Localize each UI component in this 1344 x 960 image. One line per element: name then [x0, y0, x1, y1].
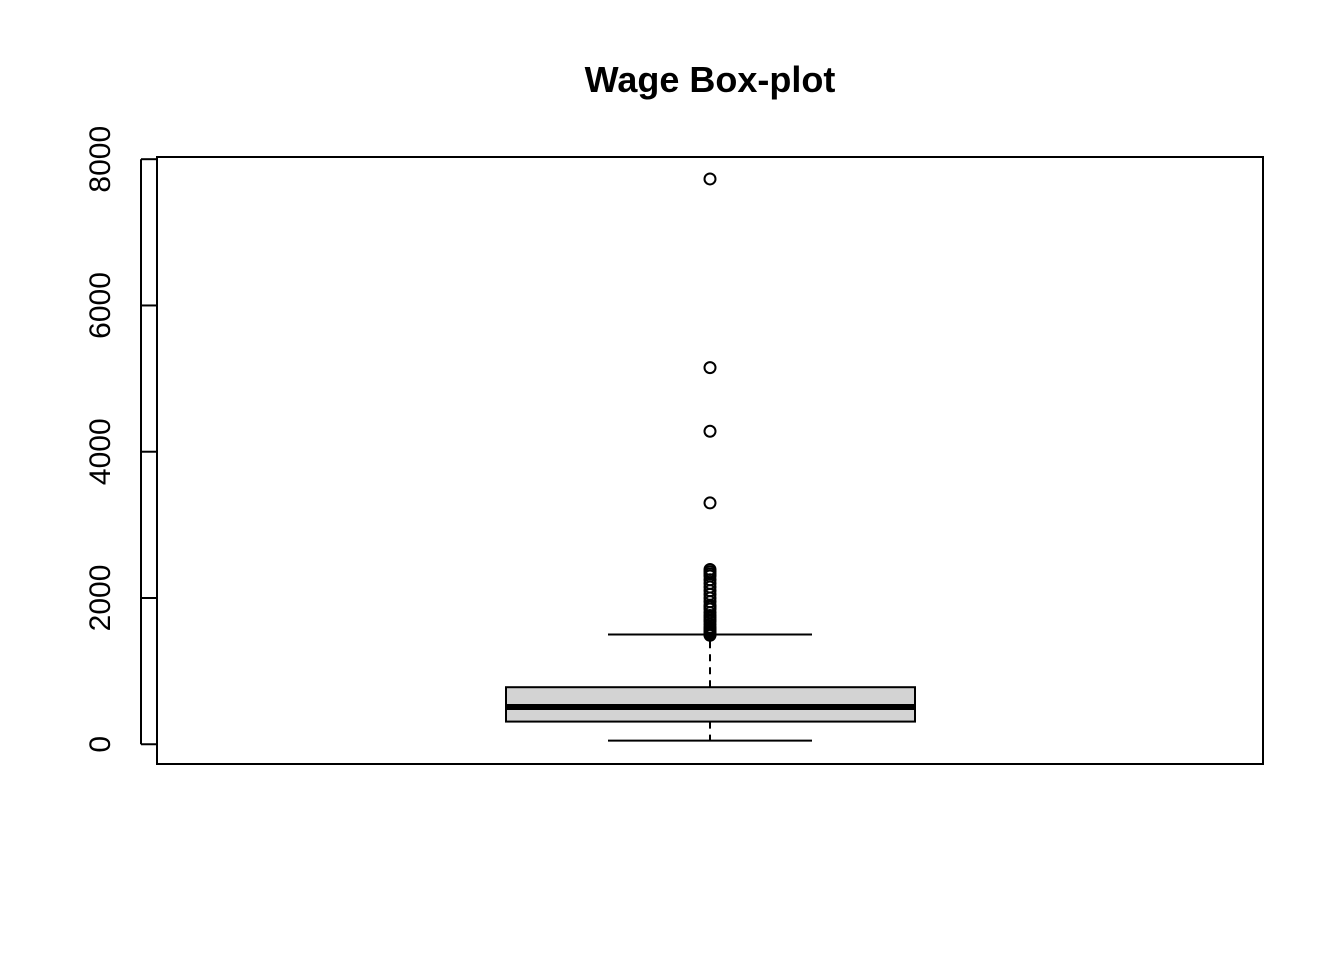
outlier-point [703, 172, 717, 186]
box-group [505, 633, 916, 742]
outlier-point [703, 361, 717, 375]
outlier-group [703, 172, 717, 642]
y-tick-label: 6000 [84, 272, 117, 339]
y-tick-label: 2000 [84, 565, 117, 632]
y-axis: 0 2000 4000 6000 8000 [84, 126, 157, 753]
chart-title: Wage Box-plot [585, 59, 836, 100]
outlier-point [703, 496, 717, 510]
y-tick-label: 4000 [84, 418, 117, 485]
y-tick-label: 0 [84, 736, 117, 753]
plot-frame [156, 156, 1264, 765]
outlier-point [703, 562, 717, 576]
outlier-point [703, 424, 717, 438]
y-tick-label: 8000 [84, 126, 117, 193]
